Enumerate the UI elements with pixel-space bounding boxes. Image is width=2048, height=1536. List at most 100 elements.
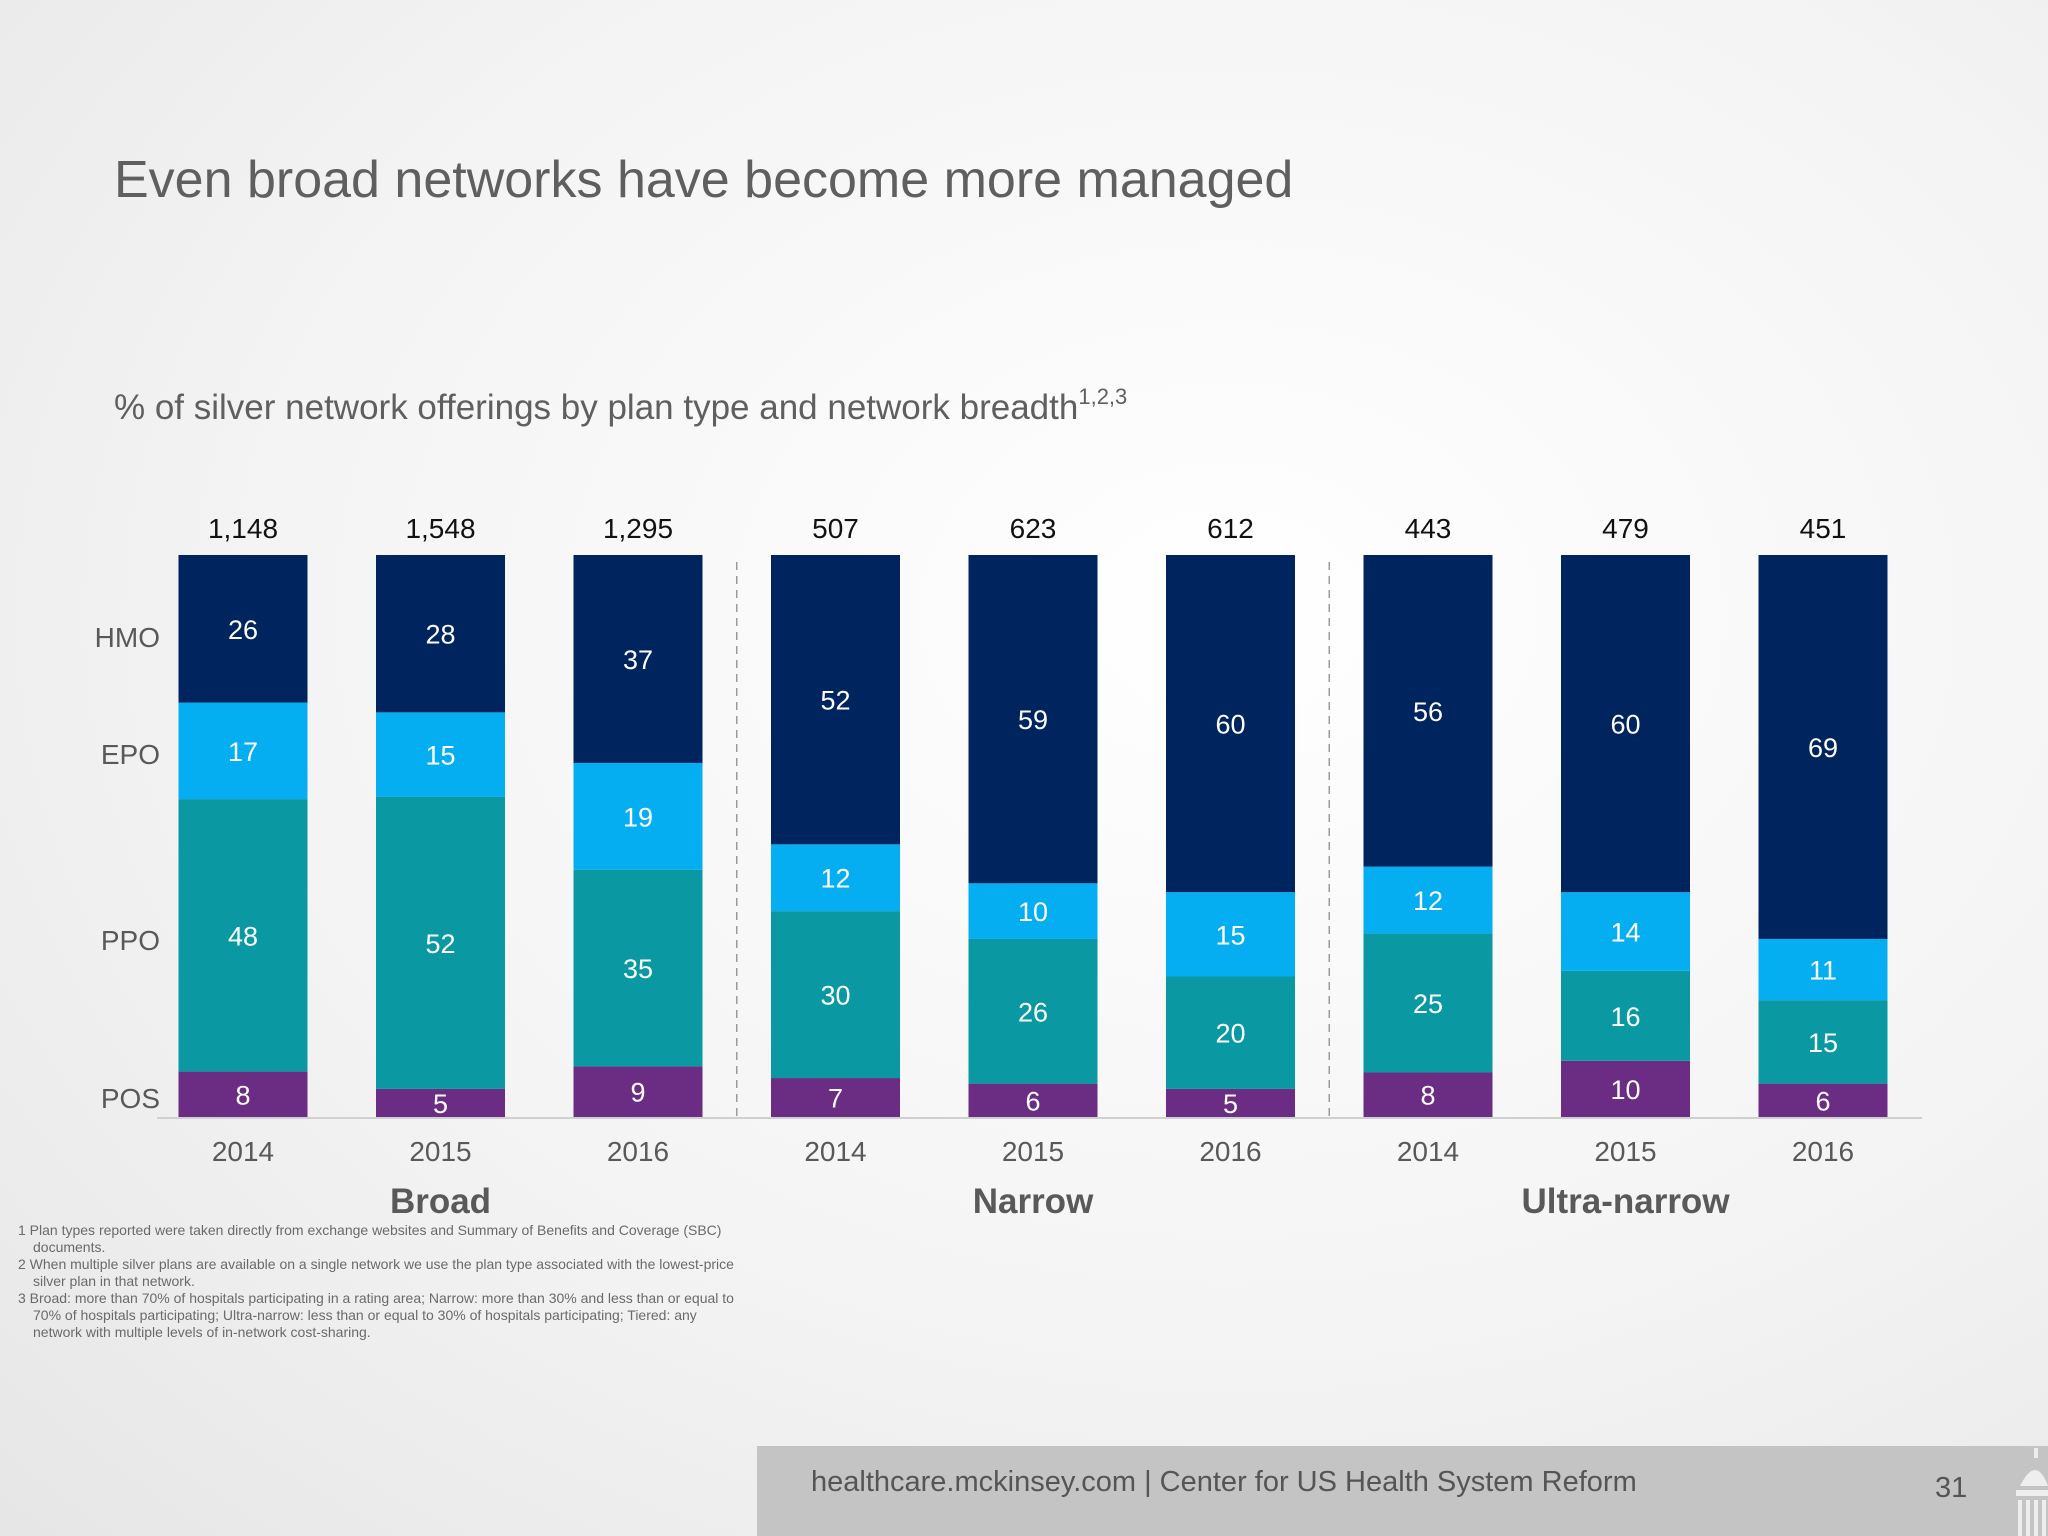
data-label: 12: [820, 864, 850, 894]
bar-segment-hmo: [178, 555, 308, 703]
x-tick-label: 2015: [1002, 1136, 1064, 1167]
x-tick-label: 2014: [1397, 1136, 1459, 1167]
bar-total: 1,548: [405, 513, 475, 544]
subtitle-text: % of silver network offerings by plan ty…: [114, 388, 1079, 427]
chart-subtitle: % of silver network offerings by plan ty…: [114, 384, 1127, 428]
data-label: 30: [820, 981, 850, 1011]
bar-total: 451: [1800, 513, 1847, 544]
series-label: HMO: [95, 622, 160, 653]
bar-segment-hmo: [1561, 555, 1690, 893]
bar-segment-ppo: [573, 869, 703, 1067]
data-label: 52: [820, 686, 850, 716]
series-label: EPO: [101, 739, 160, 770]
data-label: 11: [1809, 956, 1837, 986]
bar-segment-ppo: [178, 799, 308, 1072]
series-label: POS: [101, 1083, 160, 1114]
bar-segment-epo: [968, 883, 1098, 939]
x-tick-label: 2015: [409, 1136, 471, 1167]
x-tick-label: 2016: [1199, 1136, 1261, 1167]
stacked-bar-chart: 84817261,148201455215281,548201593519371…: [95, 513, 1922, 1221]
bar-segment-ppo: [1363, 933, 1493, 1073]
data-label: 26: [1018, 997, 1048, 1027]
bar-total: 623: [1010, 513, 1057, 544]
bar-segment-hmo: [1758, 555, 1888, 939]
bar-segment-epo: [1166, 892, 1295, 977]
bar-total: 443: [1405, 513, 1452, 544]
data-label: 8: [1420, 1081, 1435, 1111]
x-tick-label: 2015: [1594, 1136, 1656, 1167]
data-label: 28: [425, 620, 455, 650]
data-label: 19: [623, 802, 653, 832]
slide-title: Even broad networks have become more man…: [114, 151, 1294, 209]
bar-segment-hmo: [771, 555, 900, 845]
data-label: 6: [1025, 1086, 1040, 1116]
bar-segment-pos: [1758, 1083, 1888, 1117]
bar-segment-hmo: [968, 555, 1098, 884]
data-label: 16: [1610, 1002, 1640, 1032]
data-label: 5: [1223, 1089, 1238, 1119]
bar-segment-pos: [573, 1066, 703, 1117]
bar-segment-epo: [178, 702, 308, 800]
bar-segment-ppo: [968, 938, 1098, 1084]
data-label: 17: [228, 737, 258, 767]
bar-segment-pos: [1561, 1060, 1690, 1117]
footnotes: 1 Plan types reported were taken directl…: [9, 1222, 744, 1341]
data-label: 25: [1413, 989, 1443, 1019]
bar-segment-hmo: [573, 555, 703, 763]
bar-total: 507: [812, 513, 859, 544]
x-tick-label: 2014: [804, 1136, 866, 1167]
subtitle-footnote-refs: 1,2,3: [1078, 384, 1128, 409]
bar-segment-pos: [376, 1088, 505, 1117]
page-number: 31: [1935, 1472, 1968, 1504]
data-label: 60: [1610, 710, 1640, 740]
bar-segment-epo: [771, 844, 900, 912]
bar-segment-hmo: [376, 555, 505, 713]
bar-segment-ppo: [771, 911, 900, 1079]
data-label: 15: [1215, 920, 1245, 950]
bar-total: 1,295: [603, 513, 673, 544]
bar-segment-pos: [968, 1083, 1098, 1117]
bar-segment-ppo: [1561, 970, 1690, 1061]
x-tick-label: 2014: [212, 1136, 274, 1167]
data-label: 37: [623, 645, 653, 675]
bar-segment-pos: [1363, 1072, 1493, 1117]
bar-segment-pos: [178, 1071, 308, 1117]
x-tick-label: 2016: [1792, 1136, 1854, 1167]
bar-segment-hmo: [1166, 555, 1295, 893]
footnote-2: 2 When multiple silver plans are availab…: [18, 1256, 734, 1289]
data-label: 10: [1610, 1075, 1640, 1105]
bar-segment-pos: [1166, 1088, 1295, 1117]
data-label: 9: [630, 1078, 645, 1108]
data-label: 56: [1413, 697, 1443, 727]
bar-total: 479: [1602, 513, 1649, 544]
data-label: 8: [235, 1080, 250, 1110]
bar-segment-ppo: [1758, 1000, 1888, 1084]
footnote-1: 1 Plan types reported were taken directl…: [18, 1222, 722, 1255]
data-label: 59: [1018, 705, 1048, 735]
data-label: 12: [1413, 886, 1443, 916]
bar-segment-epo: [1561, 892, 1690, 971]
footer-bar: healthcare.mckinsey.com | Center for US …: [757, 1446, 2048, 1536]
data-label: 60: [1215, 710, 1245, 740]
group-label: Narrow: [973, 1182, 1094, 1221]
footnote-3: 3 Broad: more than 70% of hospitals part…: [18, 1290, 734, 1340]
data-label: 48: [228, 921, 258, 951]
bar-segment-ppo: [1166, 976, 1295, 1089]
series-label: PPO: [101, 925, 160, 956]
data-label: 7: [828, 1084, 843, 1114]
data-label: 20: [1215, 1019, 1245, 1049]
data-label: 15: [1808, 1028, 1838, 1058]
data-label: 52: [425, 929, 455, 959]
data-label: 69: [1808, 733, 1838, 763]
bar-segment-epo: [1363, 866, 1493, 934]
bar-segment-epo: [573, 762, 703, 870]
bar-segment-pos: [771, 1078, 900, 1117]
group-label: Broad: [390, 1182, 491, 1221]
data-label: 14: [1610, 918, 1640, 948]
footer-text: healthcare.mckinsey.com | Center for US …: [811, 1466, 1637, 1498]
capitol-icon: [2016, 1448, 2048, 1536]
x-tick-label: 2016: [607, 1136, 669, 1167]
data-label: 10: [1018, 897, 1048, 927]
bar-segment-epo: [376, 712, 505, 797]
data-label: 15: [425, 741, 455, 771]
